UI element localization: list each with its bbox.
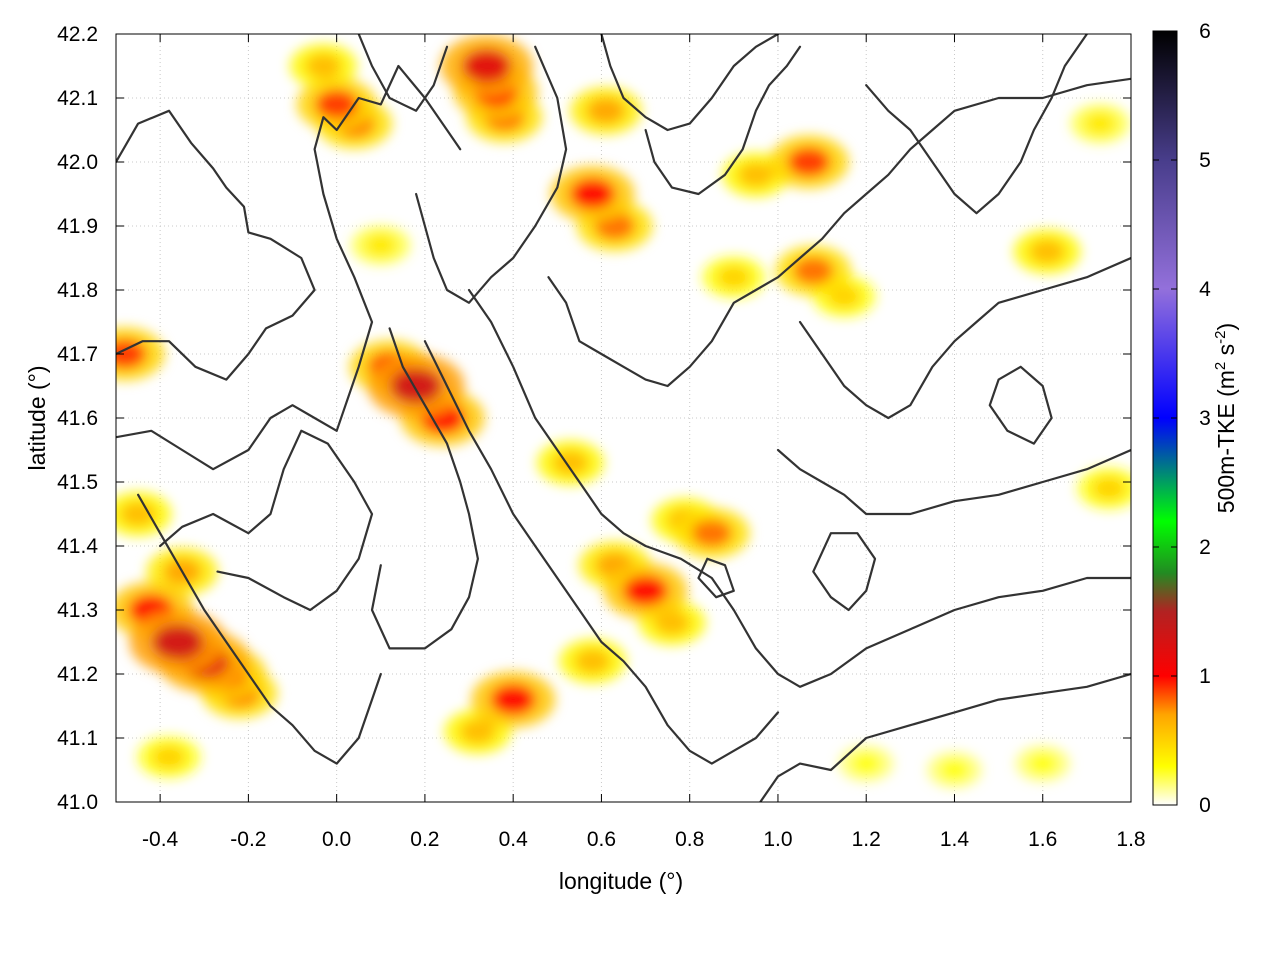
x-tick-label: 0.2 <box>410 828 439 851</box>
colorbar-tick-label: 2 <box>1199 536 1211 559</box>
y-tick-label: 42.2 <box>57 23 98 46</box>
x-tick-label: -0.4 <box>142 828 179 851</box>
contour-line <box>415 45 568 304</box>
colorbar-tick-label: 4 <box>1199 278 1211 301</box>
y-axis-label: latitude (°) <box>24 365 50 470</box>
tke-blob <box>623 575 668 607</box>
tke-blob <box>654 610 690 636</box>
contour-line <box>423 340 780 765</box>
contour-line <box>159 429 374 612</box>
tke-blob <box>315 89 358 120</box>
contour-line <box>988 365 1053 445</box>
x-tick-label: 1.0 <box>763 828 792 851</box>
contour-line <box>812 532 877 612</box>
x-axis-label: longitude (°) <box>559 868 683 894</box>
x-tick-label: 1.6 <box>1028 828 1057 851</box>
tke-blob <box>1029 239 1066 264</box>
tke-blob <box>570 178 616 210</box>
tke-blob <box>574 648 611 674</box>
y-tick-label: 42.0 <box>57 151 98 174</box>
x-tick-label: -0.2 <box>230 828 266 851</box>
tke-blob <box>1028 753 1058 774</box>
x-axis: -0.4 -0.2 0.0 0.2 0.4 0.6 0.8 1.0 1.2 1.4 1.6 1.8 <box>142 34 1146 851</box>
contour-line <box>600 34 780 132</box>
contour-line <box>467 288 1131 688</box>
contour-line <box>547 77 1131 388</box>
colorbar-label: 500m-TKE (m2 s-2) <box>1212 323 1239 513</box>
tke-blob <box>793 256 834 285</box>
y-tick-label: 41.1 <box>57 727 98 750</box>
colorbar-label-main: 500m-TKE (m <box>1213 370 1239 513</box>
tke-blob <box>586 97 625 124</box>
x-tick-label: 1.2 <box>852 828 881 851</box>
colorbar-ticks: 0 1 2 3 4 5 6 <box>1153 20 1211 817</box>
contour-line <box>116 64 462 471</box>
colorbar-label-sup2: -2 <box>1212 330 1229 343</box>
x-tick-label: 1.4 <box>940 828 970 851</box>
y-tick-label: 42.1 <box>57 87 98 110</box>
contour-lines <box>116 34 1131 802</box>
contour-line <box>370 327 479 650</box>
contour-line <box>759 672 1131 802</box>
tke-blob <box>717 265 751 289</box>
colorbar-label-end: ) <box>1213 323 1239 331</box>
x-tick-label: 1.8 <box>1116 828 1145 851</box>
tke-blob <box>305 53 342 79</box>
y-tick-label: 41.4 <box>57 535 98 558</box>
tke-blob <box>390 368 442 404</box>
tke-blob <box>787 147 831 177</box>
tke-blob <box>691 519 732 548</box>
x-tick-label: 0.4 <box>499 828 529 851</box>
colorbar-label-sup1: 2 <box>1212 362 1229 370</box>
y-tick-label: 41.2 <box>57 663 98 686</box>
contour-line <box>116 109 316 381</box>
tke-blob <box>552 450 589 476</box>
colorbar-tick-label: 3 <box>1199 407 1211 430</box>
contour-line <box>357 34 449 112</box>
contour-line <box>865 34 1088 215</box>
tke-blob <box>1084 112 1116 135</box>
y-tick-label: 41.5 <box>57 471 98 494</box>
x-tick-label: 0.0 <box>322 828 351 851</box>
contour-line <box>798 256 1131 420</box>
plot-background <box>116 34 1131 802</box>
contour-line <box>697 557 735 599</box>
colorbar-tick-label: 1 <box>1199 665 1211 688</box>
tke-blob <box>120 501 156 527</box>
x-tick-label: 0.8 <box>675 828 704 851</box>
tke-blob <box>116 339 147 369</box>
contour-line <box>137 493 382 765</box>
tke-blob <box>462 49 512 83</box>
tke-blob <box>851 753 881 774</box>
tke-blob <box>365 234 397 256</box>
tke-blob <box>152 745 186 769</box>
colorbar-label-mid: s <box>1213 344 1239 362</box>
colorbar-tick-label: 6 <box>1199 20 1211 43</box>
contour-line <box>644 45 802 196</box>
y-tick-label: 41.3 <box>57 599 98 622</box>
y-tick-label: 41.0 <box>57 791 98 814</box>
tke-blob <box>459 719 496 744</box>
tke-blob <box>939 759 970 781</box>
tke-blob <box>1092 476 1126 500</box>
y-tick-label: 41.6 <box>57 407 98 430</box>
tke-blob <box>737 162 774 188</box>
x-tick-label: 0.6 <box>587 828 616 851</box>
y-tick-label: 41.9 <box>57 215 98 238</box>
tke-blob <box>490 684 536 715</box>
y-axis: 41.0 41.1 41.2 41.3 41.4 41.5 41.6 41.7 41.8 41.9… <box>57 23 1131 814</box>
contour-line <box>776 448 1131 516</box>
colorbar-tick-label: 0 <box>1199 794 1211 817</box>
y-tick-label: 41.7 <box>57 343 98 366</box>
tke-blob <box>152 624 204 660</box>
y-tick-label: 41.8 <box>57 279 98 302</box>
colorbar-tick-label: 5 <box>1199 149 1211 172</box>
